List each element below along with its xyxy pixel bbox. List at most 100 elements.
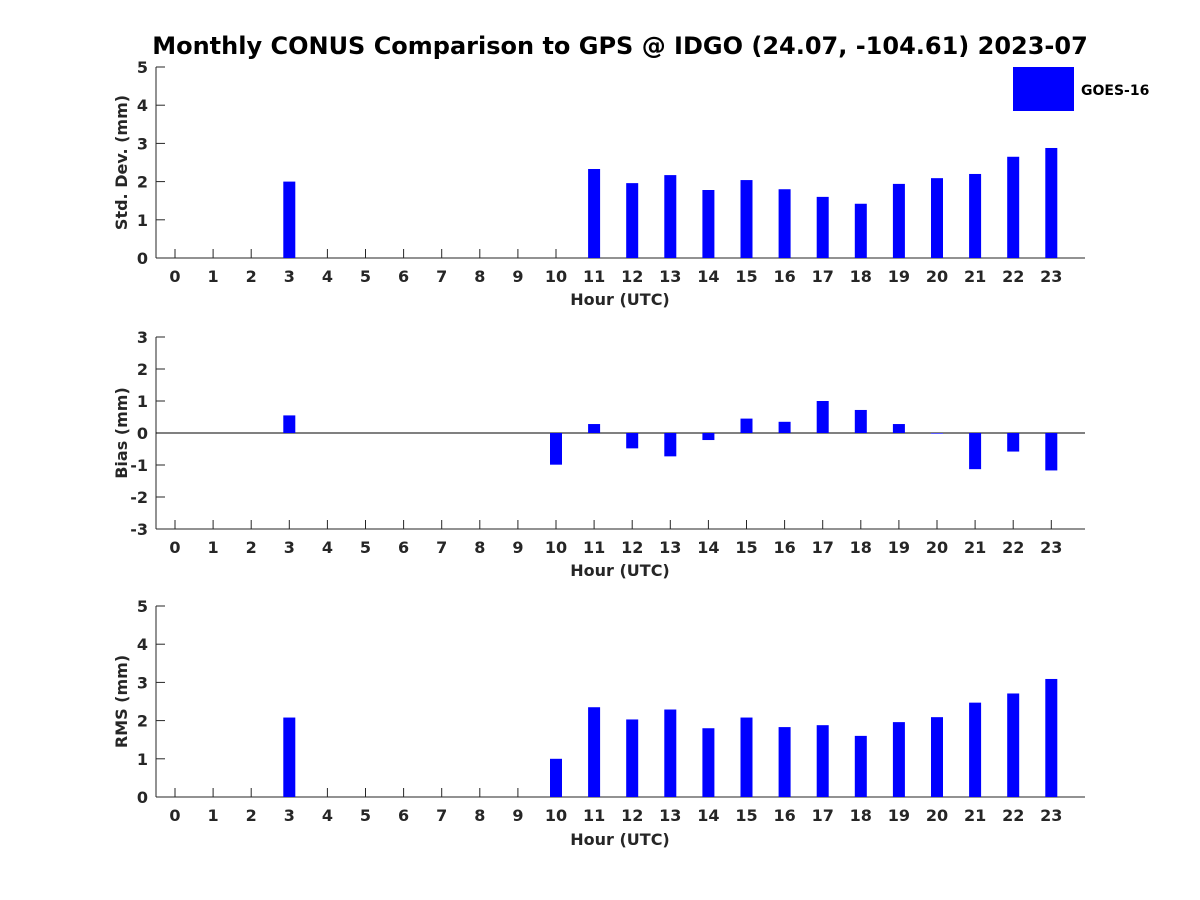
x-tick-label: 7: [436, 538, 447, 557]
x-tick-label: 11: [583, 538, 605, 557]
x-tick-label: 5: [360, 806, 371, 825]
bar-hour-21: [969, 433, 982, 470]
x-tick-label: 14: [697, 806, 719, 825]
x-tick-label: 7: [436, 806, 447, 825]
x-tick-label: 17: [812, 267, 834, 286]
x-tick-label: 15: [735, 538, 757, 557]
y-tick-label: -1: [130, 456, 148, 475]
x-tick-label: 22: [1002, 806, 1024, 825]
x-tick-label: 13: [659, 806, 681, 825]
bar-hour-20: [931, 433, 943, 434]
x-tick-label: 21: [964, 806, 986, 825]
x-tick-label: 17: [812, 538, 834, 557]
chart-title: Monthly CONUS Comparison to GPS @ IDGO (…: [152, 32, 1088, 60]
x-tick-label: 5: [360, 538, 371, 557]
x-tick-label: 12: [621, 806, 643, 825]
x-tick-label: 2: [246, 806, 257, 825]
bar-hour-12: [626, 719, 639, 797]
bar-hour-22: [1007, 693, 1020, 797]
bar-hour-13: [664, 175, 677, 258]
x-tick-label: 19: [888, 538, 910, 557]
bar-hour-10: [550, 758, 562, 797]
x-tick-label: 13: [659, 267, 681, 286]
bar-hour-19: [892, 183, 905, 258]
y-tick-label: 1: [137, 392, 148, 411]
bar-hour-3: [283, 415, 296, 433]
x-tick-label: 13: [659, 538, 681, 557]
bar-hour-13: [664, 433, 677, 457]
x-tick-label: 8: [474, 806, 485, 825]
bar-hour-11: [588, 424, 601, 433]
x-tick-label: 1: [208, 538, 219, 557]
x-tick-label: 23: [1040, 806, 1062, 825]
x-tick-label: 8: [474, 267, 485, 286]
x-tick-label: 22: [1002, 538, 1024, 557]
bar-hour-21: [969, 173, 982, 258]
x-tick-label: 8: [474, 538, 485, 557]
y-tick-label: 5: [137, 58, 148, 77]
x-tick-label: 9: [512, 538, 523, 557]
x-tick-label: 23: [1040, 538, 1062, 557]
x-tick-label: 10: [545, 806, 567, 825]
y-tick-label: 1: [137, 750, 148, 769]
y-tick-label: 2: [137, 173, 148, 192]
bar-hour-15: [740, 180, 753, 258]
y-tick-label: 0: [137, 249, 148, 268]
x-tick-label: 9: [512, 267, 523, 286]
x-tick-label: 23: [1040, 267, 1062, 286]
x-tick-label: 4: [322, 267, 333, 286]
x-tick-label: 12: [621, 538, 643, 557]
bar-hour-22: [1007, 433, 1020, 452]
bar-hour-15: [740, 418, 753, 433]
x-tick-label: 7: [436, 267, 447, 286]
y-tick-label: 4: [137, 96, 148, 115]
x-axis-label: Hour (UTC): [570, 830, 670, 849]
x-axis-label: Hour (UTC): [570, 561, 670, 580]
x-tick-label: 16: [773, 267, 795, 286]
x-tick-label: 20: [926, 538, 948, 557]
y-tick-label: 3: [137, 328, 148, 347]
bar-hour-11: [588, 707, 601, 797]
x-tick-label: 11: [583, 806, 605, 825]
x-tick-label: 19: [888, 806, 910, 825]
x-tick-label: 5: [360, 267, 371, 286]
y-tick-label: -2: [130, 488, 148, 507]
bar-hour-17: [816, 196, 829, 258]
bar-hour-23: [1045, 147, 1058, 258]
y-axis-label: Std. Dev. (mm): [112, 95, 131, 230]
x-tick-label: 0: [169, 267, 180, 286]
y-tick-label: 5: [137, 597, 148, 616]
x-tick-label: 15: [735, 267, 757, 286]
x-tick-label: 20: [926, 267, 948, 286]
bar-hour-14: [702, 728, 715, 797]
bar-hour-14: [702, 433, 715, 441]
bar-hour-13: [664, 709, 677, 797]
x-tick-label: 20: [926, 806, 948, 825]
x-tick-label: 12: [621, 267, 643, 286]
x-tick-label: 4: [322, 538, 333, 557]
x-tick-label: 18: [850, 538, 872, 557]
x-tick-label: 3: [284, 267, 295, 286]
bar-hour-20: [931, 717, 943, 797]
x-tick-label: 2: [246, 538, 257, 557]
bar-hour-23: [1045, 678, 1058, 797]
y-tick-label: 4: [137, 635, 148, 654]
bar-hour-16: [778, 421, 791, 433]
x-tick-label: 3: [284, 538, 295, 557]
x-tick-label: 16: [773, 806, 795, 825]
bar-hour-15: [740, 717, 753, 797]
y-axis-label: RMS (mm): [112, 655, 131, 748]
x-tick-label: 17: [812, 806, 834, 825]
x-tick-label: 0: [169, 538, 180, 557]
y-tick-label: 3: [137, 673, 148, 692]
x-tick-label: 1: [208, 267, 219, 286]
x-tick-label: 21: [964, 538, 986, 557]
x-tick-label: 16: [773, 538, 795, 557]
bar-hour-16: [778, 189, 791, 258]
bar-hour-14: [702, 190, 715, 258]
x-tick-label: 1: [208, 806, 219, 825]
x-tick-label: 15: [735, 806, 757, 825]
x-tick-label: 10: [545, 267, 567, 286]
